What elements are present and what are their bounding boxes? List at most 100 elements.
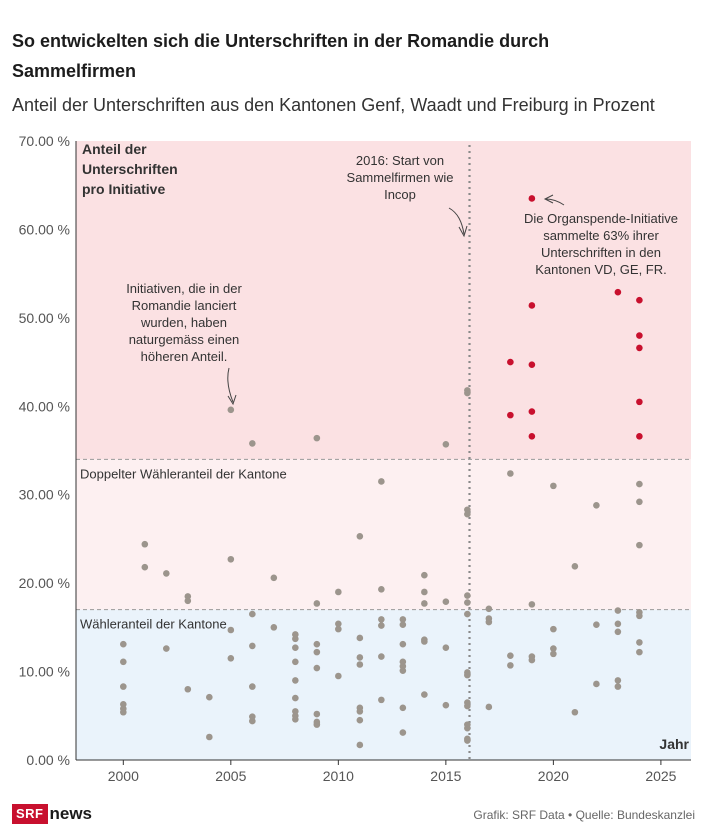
x-axis-label: Jahr	[659, 736, 689, 752]
annotation-line: wurden, haben	[140, 315, 227, 330]
data-point	[572, 709, 579, 716]
data-point	[335, 626, 342, 633]
data-point	[185, 686, 192, 693]
data-point	[572, 563, 579, 570]
data-point	[400, 667, 407, 674]
data-point	[206, 734, 213, 741]
srf-logo-box: SRF	[12, 804, 48, 824]
y-tick-label: 20.00 %	[19, 575, 70, 591]
x-ticks: 2000 2005 2010 2015 2020 2025	[108, 760, 677, 784]
data-point-highlighted	[636, 399, 643, 406]
y-tick-label: 30.00 %	[19, 487, 70, 503]
data-point	[593, 502, 600, 509]
x-tick-label: 2010	[323, 768, 354, 784]
y-axis-label-line3: pro Initiative	[82, 181, 165, 197]
data-point	[615, 621, 622, 628]
srf-news-logo: SRF news	[12, 804, 92, 824]
data-point	[357, 742, 364, 749]
data-point	[550, 651, 557, 658]
data-point	[378, 616, 385, 623]
data-point	[421, 589, 428, 596]
data-point	[163, 645, 170, 652]
data-point	[464, 672, 471, 679]
annotation-line: Romandie lanciert	[132, 298, 237, 313]
data-point	[378, 697, 385, 704]
data-point	[486, 704, 493, 711]
data-point	[249, 643, 256, 650]
data-point	[357, 661, 364, 668]
x-tick-label: 2015	[430, 768, 461, 784]
data-point-highlighted	[529, 361, 536, 368]
data-point	[292, 636, 299, 643]
data-point	[292, 677, 299, 684]
data-point	[636, 649, 643, 656]
data-point	[464, 703, 471, 710]
data-point	[292, 644, 299, 651]
data-point	[550, 626, 557, 633]
annotation-romandie: Initiativen, die in der Romandie lanciert…	[126, 281, 242, 364]
data-point	[636, 639, 643, 646]
y-ticks: 0.00 %10.00 %20.00 %30.00 %40.00 %50.00 …	[19, 133, 70, 768]
data-point	[314, 600, 321, 607]
data-point	[486, 605, 493, 612]
data-point	[271, 575, 278, 582]
data-point	[507, 652, 514, 659]
data-point	[120, 709, 127, 716]
source-credit: Grafik: SRF Data • Quelle: Bundeskanzlei	[473, 808, 695, 822]
data-point	[292, 695, 299, 702]
y-tick-label: 50.00 %	[19, 310, 70, 326]
annotation-line: Die Organspende-Initiative	[524, 211, 678, 226]
data-point	[314, 649, 321, 656]
scatter-chart: Doppelter Wähleranteil der Kantone Wähle…	[0, 0, 707, 836]
data-point	[464, 725, 471, 732]
data-point	[357, 654, 364, 661]
y-tick-label: 70.00 %	[19, 133, 70, 149]
data-point-highlighted	[615, 289, 622, 296]
data-point	[507, 662, 514, 669]
y-tick-label: 10.00 %	[19, 664, 70, 680]
data-point-highlighted	[507, 359, 514, 366]
annotation-line: Unterschriften in den	[541, 245, 661, 260]
data-point	[378, 622, 385, 629]
data-point	[335, 589, 342, 596]
annotation-line: höheren Anteil.	[141, 349, 228, 364]
annotation-line: 2016: Start von	[356, 153, 444, 168]
annotation-line: Kantonen VD, GE, FR.	[535, 262, 667, 277]
data-point	[529, 657, 536, 664]
data-point	[357, 708, 364, 715]
data-point	[464, 390, 471, 397]
y-axis-label-line1: Anteil der	[82, 141, 147, 157]
data-point-highlighted	[529, 408, 536, 415]
x-tick-label: 2020	[538, 768, 569, 784]
data-point	[550, 483, 557, 490]
data-point	[421, 638, 428, 645]
data-point	[314, 435, 321, 442]
reference-label-share: Wähleranteil der Kantone	[80, 617, 227, 632]
x-tick-label: 2000	[108, 768, 139, 784]
data-point	[228, 655, 235, 662]
data-point	[593, 621, 600, 628]
data-point	[163, 570, 170, 577]
data-point	[464, 611, 471, 618]
data-point	[292, 659, 299, 666]
data-point	[378, 653, 385, 660]
data-point	[206, 694, 213, 701]
data-point	[271, 624, 278, 631]
data-point	[615, 683, 622, 690]
news-logo-text: news	[50, 804, 93, 824]
y-tick-label: 0.00 %	[26, 752, 70, 768]
data-point	[615, 677, 622, 684]
data-point	[400, 641, 407, 648]
data-point	[142, 541, 149, 548]
data-point	[593, 681, 600, 688]
annotation-line: Sammelfirmen wie	[347, 170, 454, 185]
annotation-line: Initiativen, die in der	[126, 281, 242, 296]
data-point	[443, 598, 450, 605]
data-point	[185, 598, 192, 605]
data-point	[228, 407, 235, 414]
data-point	[314, 641, 321, 648]
data-point	[314, 721, 321, 728]
data-point-highlighted	[636, 433, 643, 440]
data-point	[507, 470, 514, 477]
data-point	[464, 511, 471, 518]
